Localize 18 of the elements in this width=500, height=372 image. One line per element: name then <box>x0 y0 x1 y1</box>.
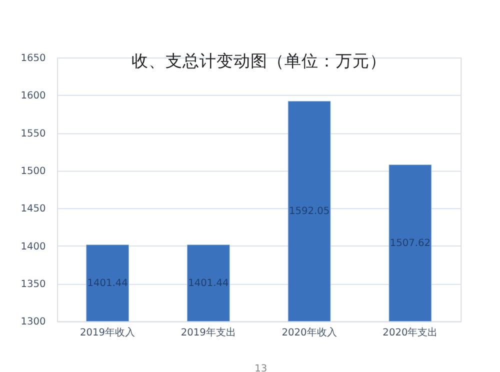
y-tick-label: 1550 <box>20 128 46 140</box>
data-label: 1401.44 <box>87 278 128 290</box>
x-tick-label: 2020年收入 <box>282 326 337 339</box>
data-label: 1507.62 <box>390 238 431 250</box>
y-tick-label: 1300 <box>20 316 46 328</box>
data-label: 1401.44 <box>188 278 229 290</box>
x-tick-label: 2019年支出 <box>180 326 236 339</box>
x-tick-label: 2020年支出 <box>382 326 438 339</box>
y-tick-label: 1450 <box>20 204 46 215</box>
chart-title: 收、支总计变动图（单位：万元） <box>131 50 386 70</box>
y-tick-label: 1500 <box>20 166 46 178</box>
x-tick-label: 2019年收入 <box>80 326 136 339</box>
y-tick-label: 1650 <box>20 52 46 64</box>
y-tick-label: 1350 <box>20 279 46 290</box>
y-tick-label: 1600 <box>20 90 46 102</box>
text: 13 <box>254 363 268 372</box>
data-label: 1592.05 <box>288 206 330 218</box>
y-tick-label: 1400 <box>20 241 46 252</box>
